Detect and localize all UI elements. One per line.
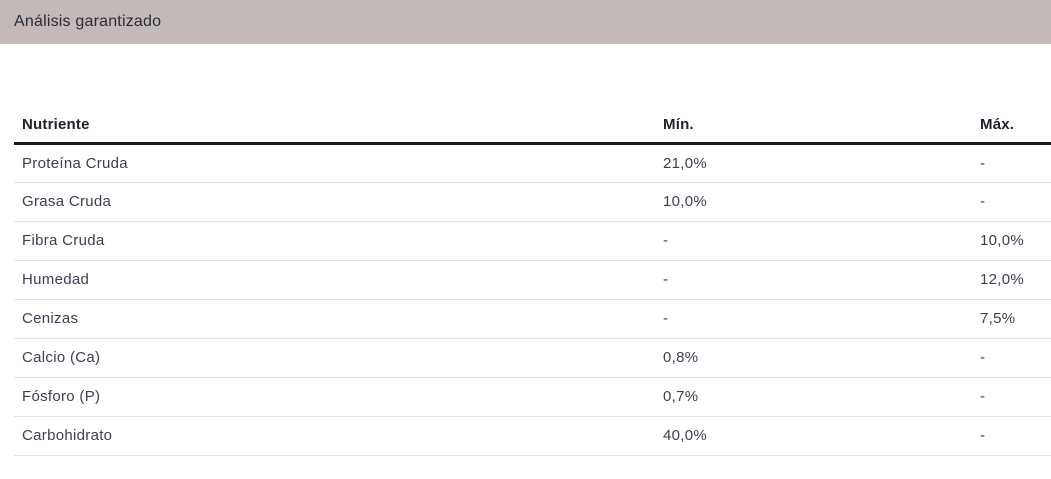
nutrient-max-value: - bbox=[980, 416, 1051, 456]
nutrient-min-value: - bbox=[663, 260, 980, 300]
nutrition-table: Nutriente Mín. Máx. Proteína Cruda 21,0%… bbox=[14, 108, 1051, 456]
table-row: Grasa Cruda 10,0% - bbox=[14, 182, 1051, 222]
nutrient-min-value: - bbox=[663, 299, 980, 339]
nutrient-name: Fibra Cruda bbox=[14, 221, 663, 261]
nutrient-name: Carbohidrato bbox=[14, 416, 663, 456]
nutrition-table-container: Nutriente Mín. Máx. Proteína Cruda 21,0%… bbox=[14, 108, 1051, 456]
nutrient-min-value: 21,0% bbox=[663, 143, 980, 183]
nutrient-name: Grasa Cruda bbox=[14, 182, 663, 222]
nutrient-name: Calcio (Ca) bbox=[14, 338, 663, 378]
nutrient-min-value: 0,7% bbox=[663, 377, 980, 417]
nutrient-max-value: - bbox=[980, 377, 1051, 417]
table-row: Proteína Cruda 21,0% - bbox=[14, 143, 1051, 183]
table-row: Fósforo (P) 0,7% - bbox=[14, 377, 1051, 417]
column-header-min: Mín. bbox=[663, 108, 980, 145]
table-row: Carbohidrato 40,0% - bbox=[14, 416, 1051, 456]
column-header-max: Máx. bbox=[980, 108, 1051, 145]
table-row: Cenizas - 7,5% bbox=[14, 299, 1051, 339]
nutrient-min-value: - bbox=[663, 221, 980, 261]
table-row: Fibra Cruda - 10,0% bbox=[14, 221, 1051, 261]
nutrient-max-value: 10,0% bbox=[980, 221, 1051, 261]
nutrient-max-value: - bbox=[980, 338, 1051, 378]
nutrient-name: Cenizas bbox=[14, 299, 663, 339]
column-header-nutriente: Nutriente bbox=[14, 108, 663, 145]
table-header-row: Nutriente Mín. Máx. bbox=[14, 108, 1051, 145]
table-row: Humedad - 12,0% bbox=[14, 260, 1051, 300]
nutrient-max-value: 7,5% bbox=[980, 299, 1051, 339]
nutrient-max-value: 12,0% bbox=[980, 260, 1051, 300]
section-header-analisis-garantizado: Análisis garantizado bbox=[0, 0, 1051, 44]
nutrient-max-value: - bbox=[980, 143, 1051, 183]
table-row: Calcio (Ca) 0,8% - bbox=[14, 338, 1051, 378]
nutrient-name: Humedad bbox=[14, 260, 663, 300]
nutrient-min-value: 10,0% bbox=[663, 182, 980, 222]
nutrient-min-value: 40,0% bbox=[663, 416, 980, 456]
nutrient-min-value: 0,8% bbox=[663, 338, 980, 378]
section-title: Análisis garantizado bbox=[14, 13, 162, 30]
nutrient-name: Fósforo (P) bbox=[14, 377, 663, 417]
nutrient-name: Proteína Cruda bbox=[14, 143, 663, 183]
nutrient-max-value: - bbox=[980, 182, 1051, 222]
